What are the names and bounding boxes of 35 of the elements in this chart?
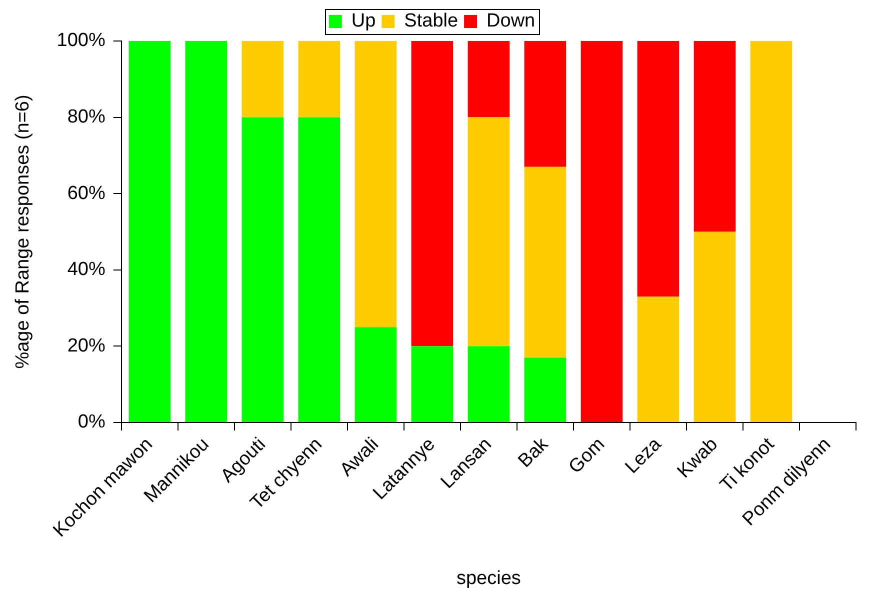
bar	[411, 41, 454, 346]
bar	[694, 232, 736, 422]
bar	[694, 41, 736, 232]
legend-label: Down	[486, 10, 536, 32]
bar	[128, 41, 171, 422]
y-axis-title: %age of Range responses (n=6)	[12, 94, 34, 369]
y-tick-label: 0%	[78, 412, 106, 433]
x-axis-title: species	[456, 568, 521, 589]
y-tick-label: 60%	[67, 182, 106, 204]
bar	[468, 41, 510, 118]
bar	[637, 296, 680, 422]
y-tick-label: 40%	[67, 259, 106, 280]
bar	[468, 346, 510, 422]
legend-label: Stable	[404, 10, 458, 32]
y-tick-label: 100%	[56, 30, 106, 52]
bar	[637, 41, 680, 297]
bar	[524, 358, 566, 422]
bar	[354, 41, 397, 328]
legend-label: Up	[351, 10, 376, 32]
bar	[242, 41, 284, 118]
x-tick-label: Gom	[564, 434, 609, 478]
bar	[298, 117, 340, 422]
y-tick-label: 80%	[67, 106, 106, 128]
bar	[242, 117, 284, 422]
bar	[354, 327, 397, 422]
bar	[580, 41, 623, 422]
bar	[524, 166, 566, 358]
bar	[468, 117, 510, 346]
bar	[524, 41, 566, 167]
x-tick-label: Bak	[514, 434, 553, 472]
bar	[298, 41, 340, 118]
y-tick-label: 20%	[67, 335, 106, 356]
bar	[185, 41, 228, 422]
bar	[750, 41, 792, 422]
bar	[411, 346, 454, 422]
